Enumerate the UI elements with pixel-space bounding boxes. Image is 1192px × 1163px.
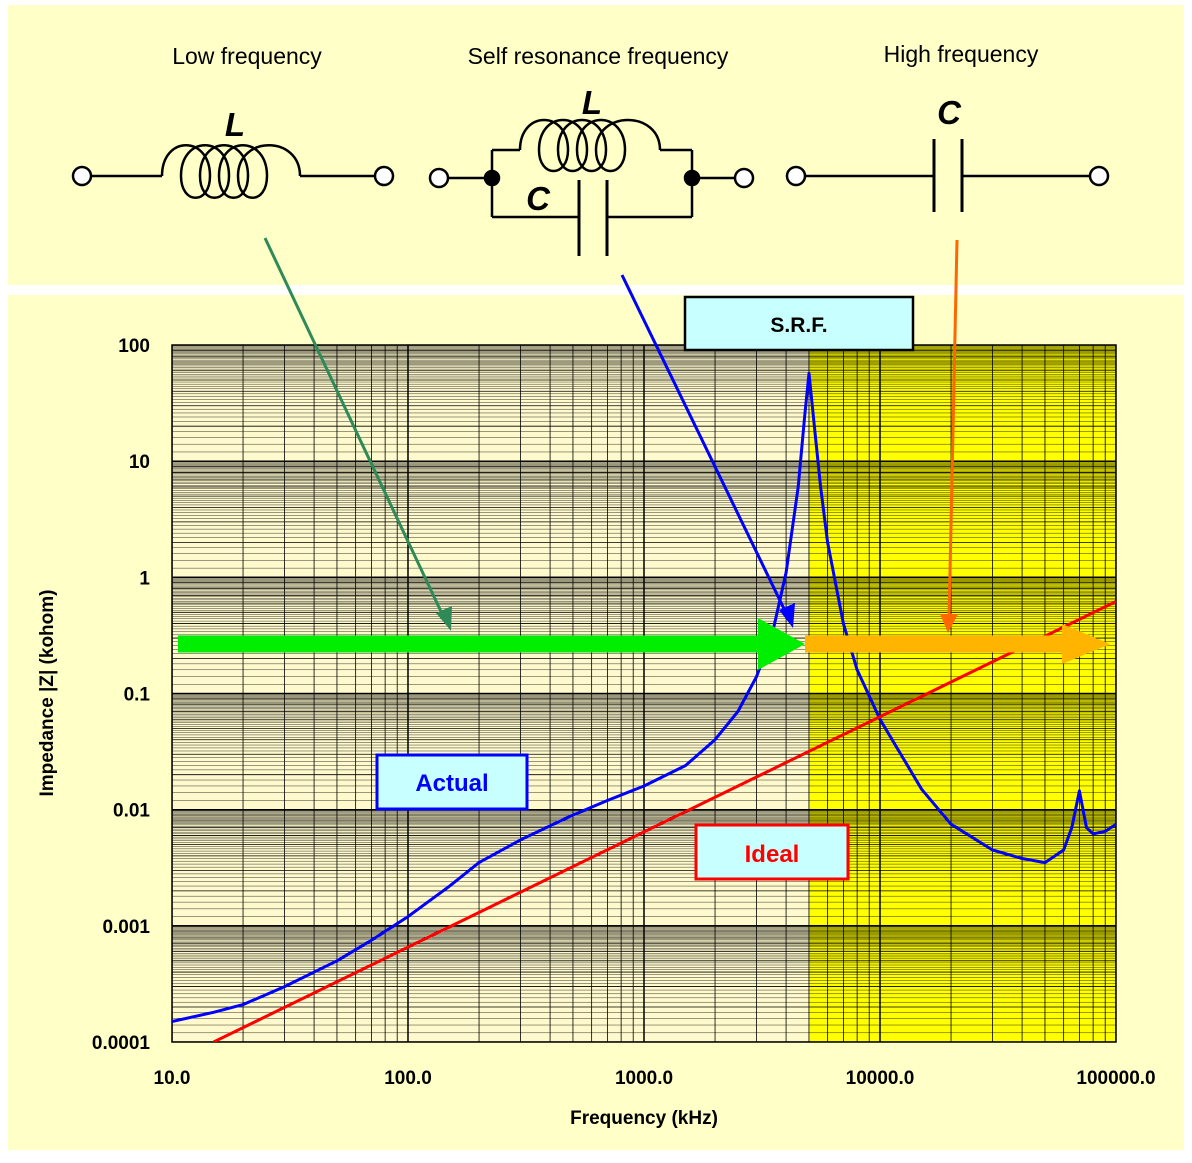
pointer-srf-arrow [620, 274, 795, 628]
y-tick-label: 0.001 [102, 917, 150, 938]
ideal-label: Ideal [694, 823, 850, 881]
series-line-ideal [212, 600, 1116, 1042]
y-tick-label: 1 [139, 568, 150, 589]
circuit-low-frequency: Low frequency L [71, 43, 395, 199]
series-layer [172, 371, 1116, 1042]
inductor-low [160, 144, 302, 199]
terminal-right-low [373, 165, 395, 187]
y-axis-label: Impedance |Z| (kohom) [37, 590, 58, 797]
x-tick-label: 100.0 [384, 1068, 432, 1089]
pointer-low-arrow [263, 237, 452, 631]
srf-l-label: L [582, 84, 602, 121]
pointer-high-arrow [940, 239, 959, 633]
y-tick-label: 0.1 [124, 685, 151, 706]
srf-c-label: C [526, 180, 551, 217]
orange-arrow [805, 624, 1110, 664]
inductor-srf [518, 118, 662, 173]
x-tick-label: 1000.0 [615, 1068, 673, 1089]
ideal-label-text: Ideal [745, 841, 800, 868]
plot-frame [171, 344, 1117, 1043]
low-l-label: L [225, 106, 245, 143]
terminal-left-high [785, 165, 807, 187]
high-c-label: C [937, 94, 962, 131]
x-tick-label: 10000.0 [846, 1068, 915, 1089]
circuit-self-resonance: Self resonance frequency L C [428, 43, 755, 256]
circuit-high-frequency: High frequency C [785, 41, 1110, 212]
y-tick-label: 100 [118, 336, 150, 357]
srf-title: Self resonance frequency [468, 43, 729, 69]
y-tick-label: 10 [129, 452, 150, 473]
green-arrow [178, 618, 805, 670]
low-frequency-title: Low frequency [172, 43, 322, 69]
terminal-left-low [71, 165, 93, 187]
terminal-left-srf [428, 167, 450, 189]
x-tick-label: 10.0 [154, 1068, 191, 1089]
terminal-right-high [1088, 165, 1110, 187]
srf-label: S.R.F. [683, 295, 915, 352]
y-tick-labels: 0.0001 0.001 0.01 0.1 1 10 100 [92, 336, 151, 1054]
y-tick-label: 0.01 [113, 801, 150, 822]
x-axis-label: Frequency (kHz) [570, 1108, 718, 1129]
x-tick-label: 100000.0 [1076, 1068, 1155, 1089]
high-frequency-title: High frequency [884, 41, 1039, 67]
y-tick-label: 0.0001 [92, 1033, 151, 1054]
series-line-actual [172, 371, 1116, 1023]
actual-label: Actual [375, 753, 529, 811]
actual-label-text: Actual [415, 770, 488, 797]
srf-label-text: S.R.F. [770, 314, 827, 337]
x-tick-labels: 10.0 100.0 1000.0 10000.0 100000.0 [154, 1068, 1156, 1089]
terminal-right-srf [733, 167, 755, 189]
